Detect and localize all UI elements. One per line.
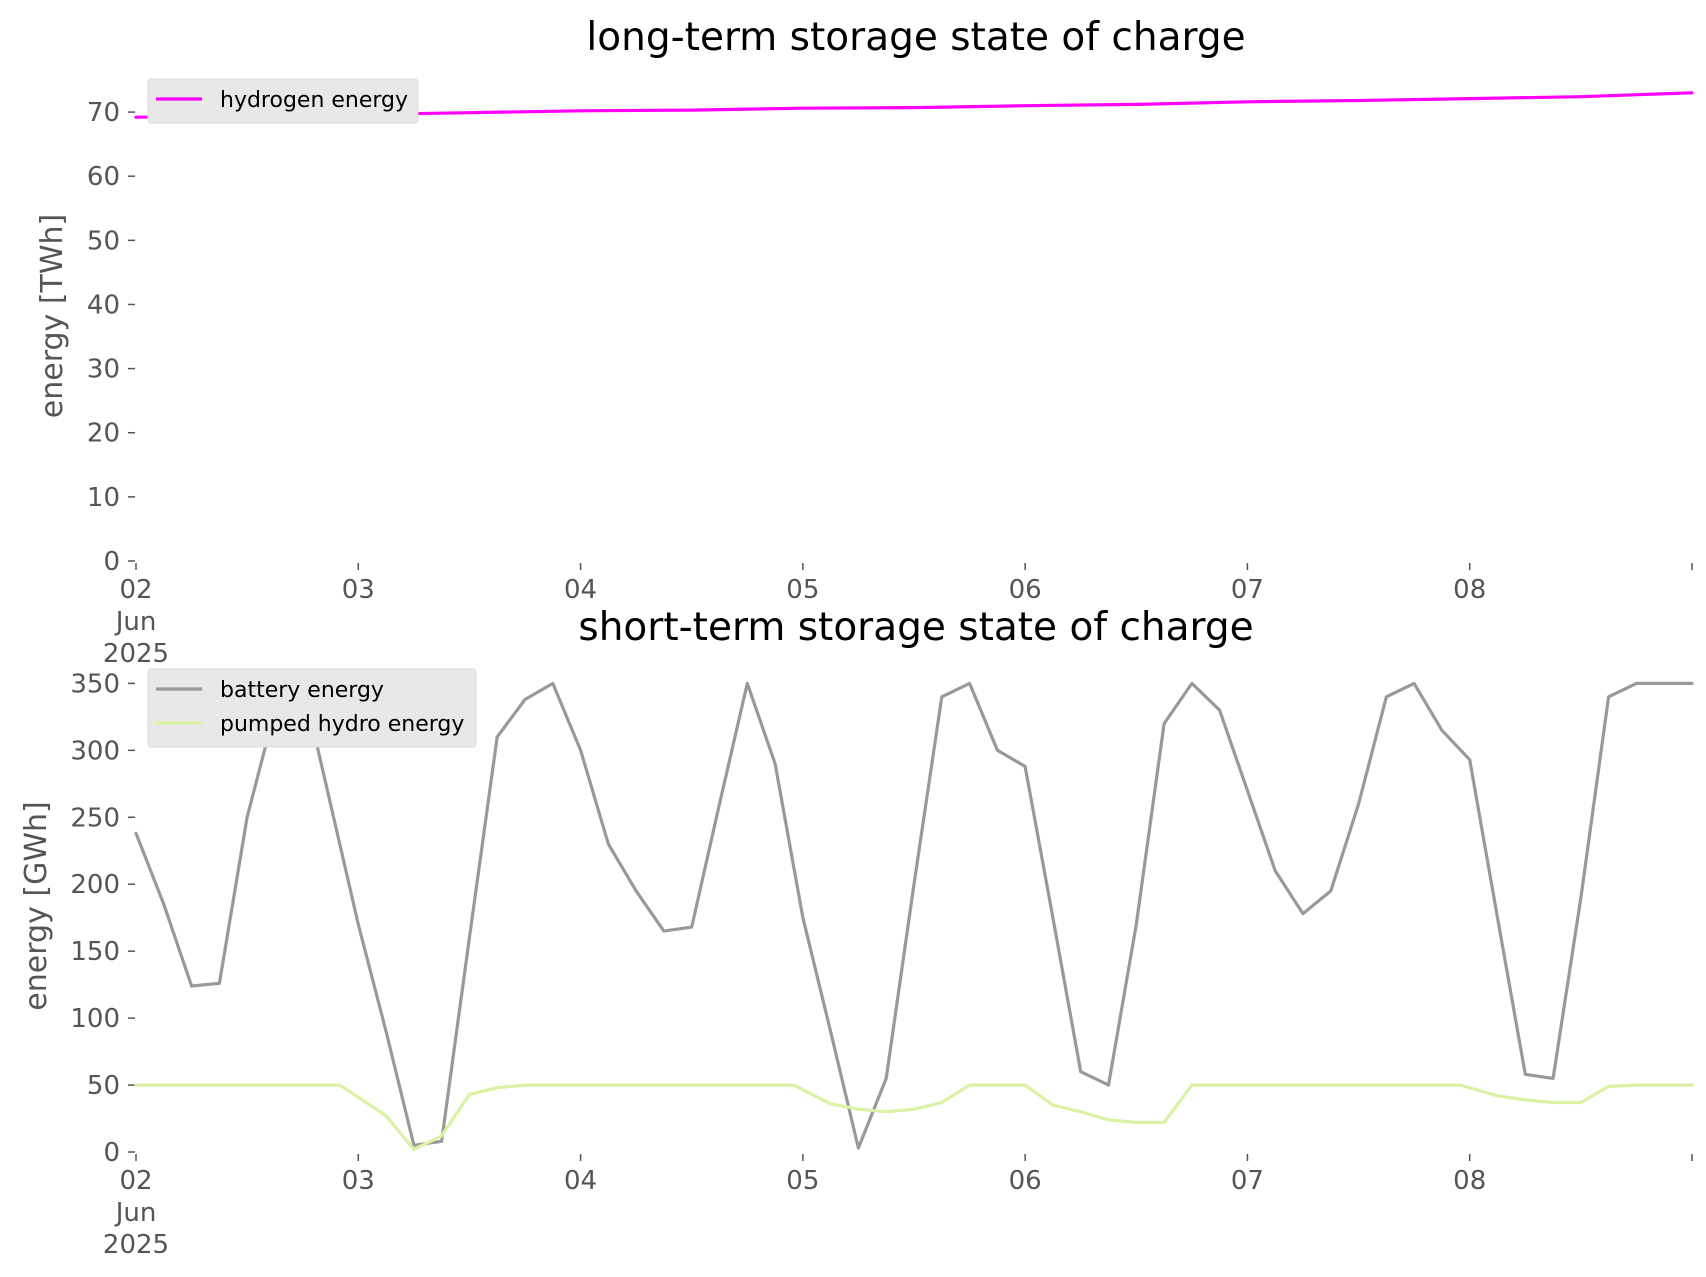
y-axis-label: energy [TWh] [35, 214, 70, 418]
x-tick-label: 03 [342, 1166, 375, 1196]
y-tick-label: 250 [70, 803, 120, 833]
x-tick-label: 06 [1009, 575, 1042, 605]
x-tick-label: 2025 [103, 639, 169, 669]
x-tick-label: 05 [786, 1166, 819, 1196]
x-tick-label: Jun [114, 607, 157, 637]
series-line-battery-energy [134, 681, 1694, 1150]
y-tick-label: 350 [70, 669, 120, 699]
x-tick-label: 04 [564, 575, 597, 605]
legend-label: pumped hydro energy [220, 712, 464, 737]
legend-label: hydrogen energy [220, 88, 408, 113]
legend-label: battery energy [220, 678, 384, 703]
x-tick-label: Jun [114, 1198, 157, 1228]
y-tick-label: 100 [70, 1004, 120, 1034]
short-term-storage-chart: short-term storage state of charge energ… [19, 605, 1694, 1260]
y-tick-label: 30 [87, 355, 120, 385]
chart-title: short-term storage state of charge [578, 605, 1253, 650]
long-term-storage-chart: long-term storage state of charge energy… [35, 15, 1694, 669]
y-tick-label: 20 [87, 419, 120, 449]
y-tick-label: 70 [87, 98, 120, 128]
y-tick-label: 200 [70, 870, 120, 900]
x-tick-label: 06 [1009, 1166, 1042, 1196]
chart-title: long-term storage state of charge [586, 15, 1245, 60]
x-tick-label: 07 [1231, 1166, 1264, 1196]
y-tick-label: 150 [70, 937, 120, 967]
x-tick-label: 08 [1453, 1166, 1486, 1196]
y-tick-label: 50 [87, 1071, 120, 1101]
x-tick-label: 04 [564, 1166, 597, 1196]
y-tick-label: 60 [87, 162, 120, 192]
legend: hydrogen energy [147, 78, 419, 124]
legend-box [147, 668, 477, 748]
x-tick-label: 05 [786, 575, 819, 605]
y-tick-label: 40 [87, 290, 120, 320]
x-tick-label: 08 [1453, 575, 1486, 605]
legend: battery energy pumped hydro energy [147, 668, 477, 748]
y-tick-label: 300 [70, 736, 120, 766]
series-line-pumped-hydro-energy [134, 1083, 1694, 1151]
series-group [134, 681, 1694, 1151]
y-tick-label: 10 [87, 483, 120, 513]
x-tick-label: 02 [119, 575, 152, 605]
x-tick-label: 03 [342, 575, 375, 605]
y-axis-label: energy [GWh] [19, 801, 54, 1010]
legend-box [147, 78, 419, 124]
y-tick-label: 50 [87, 226, 120, 256]
x-tick-label: 02 [119, 1166, 152, 1196]
y-tick-label: 0 [103, 547, 120, 577]
x-tick-label: 07 [1231, 575, 1264, 605]
x-tick-label: 2025 [103, 1230, 169, 1260]
y-tick-label: 0 [103, 1138, 120, 1168]
